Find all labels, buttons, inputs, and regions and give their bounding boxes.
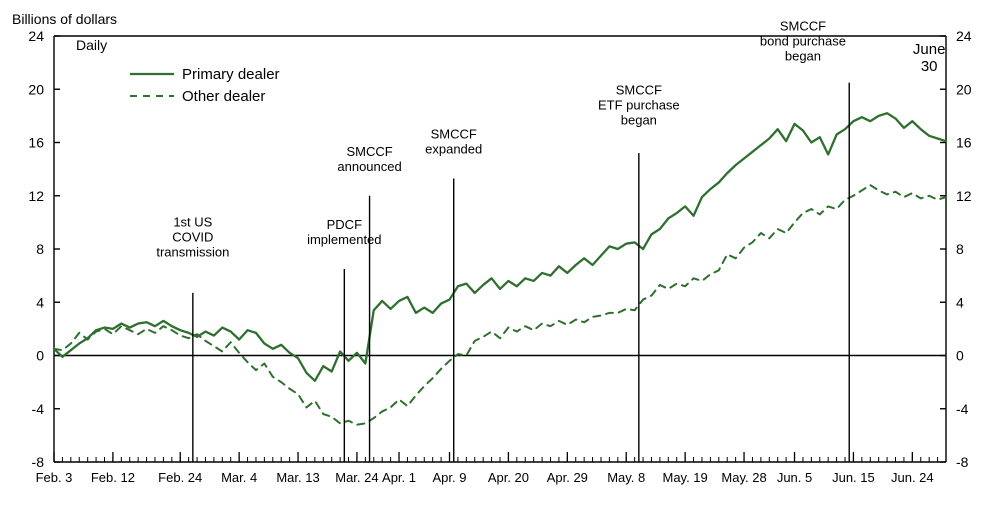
y-tick-label: 0 (36, 348, 44, 364)
x-tick-label: Mar. 4 (221, 470, 257, 485)
y-tick-label: -4 (32, 401, 45, 417)
x-tick-label: Feb. 24 (158, 470, 202, 485)
x-tick-label: Apr. 9 (433, 470, 467, 485)
y-tick-label: -4 (956, 401, 969, 417)
x-tick-label: Feb. 12 (91, 470, 135, 485)
y-tick-label: -8 (956, 454, 969, 470)
x-tick-label: Apr. 1 (382, 470, 416, 485)
y-tick-label: 12 (956, 188, 972, 204)
y-axis-title: Billions of dollars (12, 11, 117, 27)
x-tick-label: Apr. 29 (547, 470, 588, 485)
x-tick-label: Jun. 24 (891, 470, 934, 485)
x-tick-label: May. 19 (662, 470, 707, 485)
y-tick-label: 4 (36, 294, 44, 310)
x-tick-label: Mar. 24 (335, 470, 378, 485)
chart-container: Billions of dollars Daily -8 -8 -4 -4 0 0 4 4 8 8 12… (0, 0, 1000, 518)
x-tick-label: May. 8 (607, 470, 645, 485)
y-tick-label: 20 (28, 81, 44, 97)
x-tick-label: Mar. 13 (276, 470, 319, 485)
y-tick-label: 20 (956, 81, 972, 97)
x-tick-label: May. 28 (721, 470, 766, 485)
y-tick-label: 8 (36, 241, 44, 257)
y-tick-label: 16 (28, 135, 44, 151)
event-label: SMCCFannounced (337, 144, 401, 174)
y-tick-label: 24 (28, 28, 44, 44)
x-tick-label: Apr. 20 (488, 470, 529, 485)
legend-label: Primary dealer (182, 66, 280, 83)
y-tick-label: 24 (956, 28, 972, 44)
x-tick-label: Jun. 5 (777, 470, 812, 485)
y-tick-label: 8 (956, 241, 964, 257)
y-tick-label: 16 (956, 135, 972, 151)
line-chart: Billions of dollars Daily -8 -8 -4 -4 0 0 4 4 8 8 12… (0, 0, 1000, 518)
y-tick-label: -8 (32, 454, 45, 470)
x-tick-label: Feb. 3 (36, 470, 73, 485)
y-tick-label: 12 (28, 188, 44, 204)
legend-label: Other dealer (182, 88, 265, 105)
event-label: SMCCFexpanded (425, 127, 482, 157)
y-tick-label: 0 (956, 348, 964, 364)
x-tick-label: Jun. 15 (832, 470, 875, 485)
chart-subtitle: Daily (76, 37, 107, 53)
y-tick-label: 4 (956, 294, 964, 310)
